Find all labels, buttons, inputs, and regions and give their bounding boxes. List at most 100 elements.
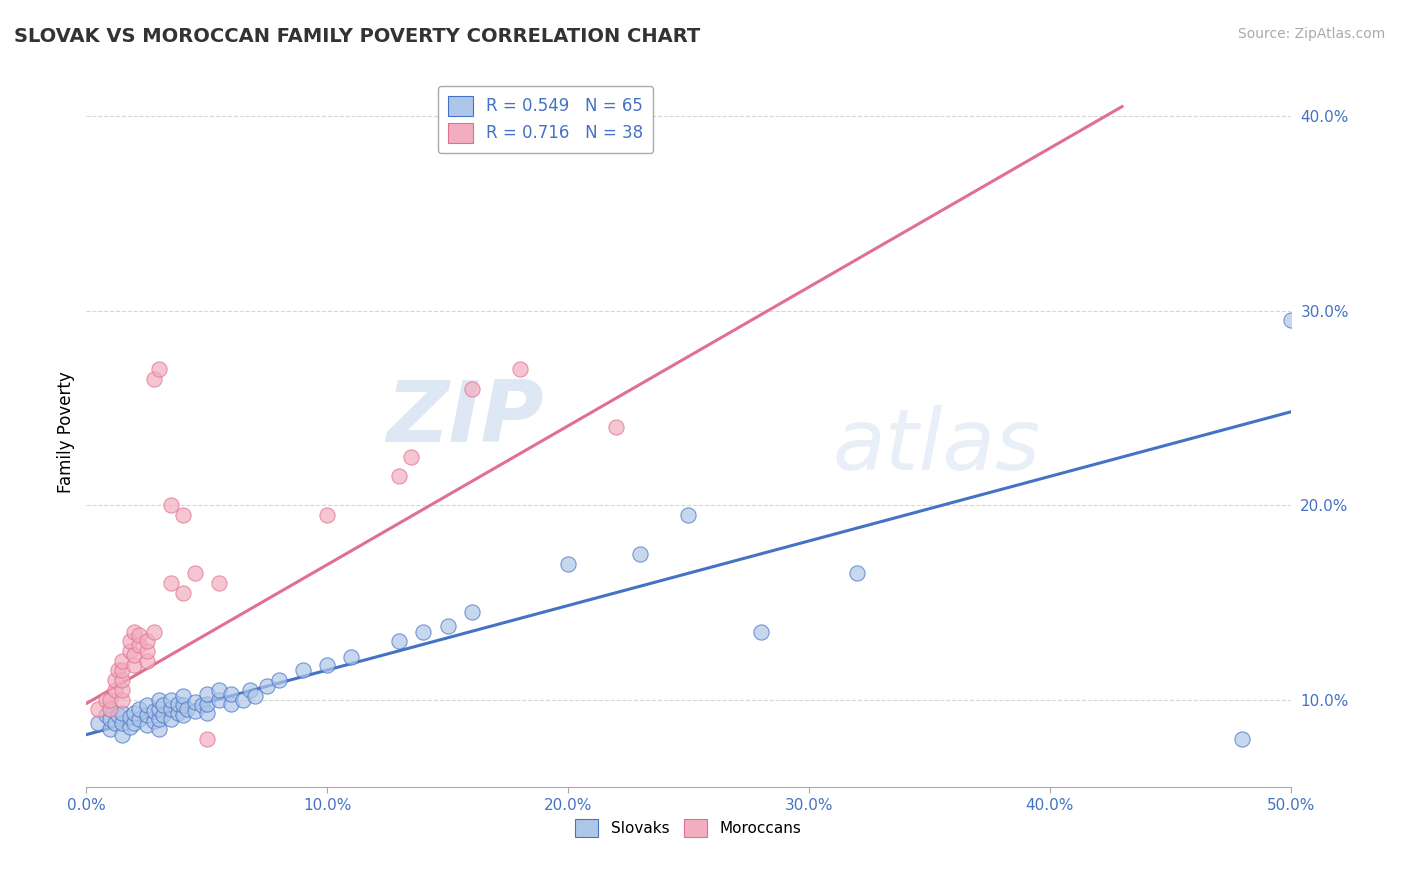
Point: [219, 687, 242, 701]
Point: [94, 692, 117, 706]
Point: [159, 702, 181, 716]
Point: [128, 712, 150, 726]
Point: [678, 508, 700, 522]
Point: [148, 362, 170, 376]
Point: [111, 716, 134, 731]
Point: [118, 634, 141, 648]
Point: [104, 682, 127, 697]
Point: [176, 702, 198, 716]
Point: [118, 720, 141, 734]
Point: [557, 557, 579, 571]
Point: [195, 697, 218, 711]
Point: [605, 420, 627, 434]
Point: [135, 654, 157, 668]
Point: [460, 382, 482, 396]
Point: [159, 692, 181, 706]
Point: [628, 547, 651, 561]
Point: [100, 702, 122, 716]
Point: [104, 673, 127, 688]
Point: [172, 585, 194, 599]
Point: [135, 634, 157, 648]
Point: [208, 576, 231, 591]
Text: SLOVAK VS MOROCCAN FAMILY POVERTY CORRELATION CHART: SLOVAK VS MOROCCAN FAMILY POVERTY CORREL…: [14, 27, 700, 45]
Point: [1232, 731, 1254, 746]
Point: [292, 664, 315, 678]
Point: [749, 624, 772, 639]
Point: [846, 566, 869, 581]
Point: [208, 682, 231, 697]
Point: [142, 372, 165, 386]
Point: [124, 657, 146, 672]
Point: [159, 576, 181, 591]
Point: [232, 692, 254, 706]
Point: [107, 708, 129, 723]
Point: [267, 673, 290, 688]
Point: [316, 508, 339, 522]
Point: [111, 654, 134, 668]
Point: [166, 697, 188, 711]
Point: [172, 698, 194, 713]
Point: [148, 702, 170, 716]
Text: atlas: atlas: [832, 405, 1040, 488]
Point: [152, 708, 174, 723]
Point: [509, 362, 531, 376]
Point: [142, 714, 165, 728]
Point: [183, 566, 205, 581]
Point: [128, 638, 150, 652]
Point: [107, 664, 129, 678]
Point: [243, 689, 266, 703]
Point: [172, 508, 194, 522]
Point: [100, 702, 122, 716]
Point: [159, 712, 181, 726]
Point: [111, 706, 134, 721]
Point: [191, 698, 214, 713]
Point: [172, 708, 194, 723]
Point: [87, 702, 110, 716]
Point: [100, 722, 122, 736]
Point: [142, 704, 165, 718]
Point: [340, 649, 363, 664]
Point: [128, 628, 150, 642]
Point: [152, 698, 174, 713]
Point: [401, 450, 423, 464]
Point: [135, 644, 157, 658]
Point: [135, 698, 157, 713]
Point: [460, 605, 482, 619]
Point: [256, 679, 278, 693]
Point: [166, 706, 188, 721]
Point: [183, 704, 205, 718]
Point: [111, 682, 134, 697]
Point: [388, 469, 411, 483]
Point: [135, 718, 157, 732]
Point: [124, 624, 146, 639]
Y-axis label: Family Poverty: Family Poverty: [58, 371, 75, 493]
Point: [148, 692, 170, 706]
Point: [135, 708, 157, 723]
Point: [87, 716, 110, 731]
Point: [195, 687, 218, 701]
Point: [172, 689, 194, 703]
Point: [111, 673, 134, 688]
Legend: Slovaks, Moroccans: Slovaks, Moroccans: [569, 813, 807, 843]
Point: [183, 695, 205, 709]
Point: [118, 644, 141, 658]
Point: [124, 716, 146, 731]
Point: [111, 692, 134, 706]
Point: [148, 712, 170, 726]
Point: [104, 716, 127, 731]
Point: [159, 498, 181, 512]
Point: [1279, 313, 1302, 327]
Point: [219, 697, 242, 711]
Point: [195, 706, 218, 721]
Point: [208, 692, 231, 706]
Point: [94, 708, 117, 723]
Point: [124, 706, 146, 721]
Point: [412, 624, 434, 639]
Point: [388, 634, 411, 648]
Point: [111, 664, 134, 678]
Point: [124, 648, 146, 662]
Point: [118, 710, 141, 724]
Point: [316, 657, 339, 672]
Point: [111, 728, 134, 742]
Point: [100, 692, 122, 706]
